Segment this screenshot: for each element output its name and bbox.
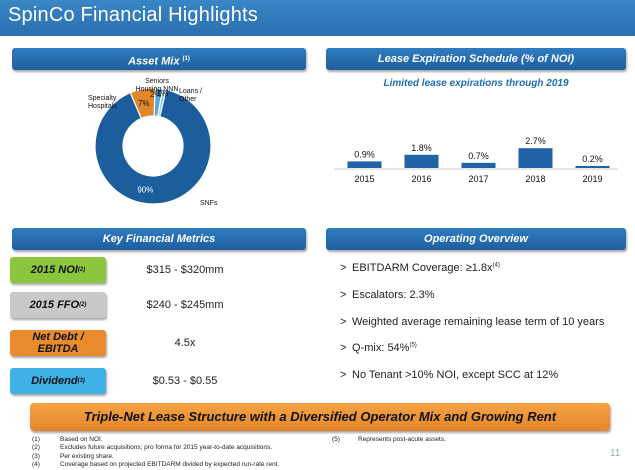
slice-label-seniors: 2% bbox=[150, 90, 162, 99]
lease-subtitle: Limited lease expirations through 2019 bbox=[383, 78, 569, 89]
metric-value-noi: $315 - $320mm bbox=[146, 264, 224, 276]
metric-label-ffo: 2015 FFO (2) bbox=[10, 292, 106, 318]
metric-value-dividend: $0.53 - $0.55 bbox=[152, 375, 218, 387]
metric-label-net-debt: Net Debt / EBITDA bbox=[10, 330, 106, 356]
slice-label-loans: 1% bbox=[157, 89, 169, 98]
x-tick-label: 2019 bbox=[582, 174, 602, 184]
operating-item: > Weighted average remaining lease term o… bbox=[340, 316, 605, 328]
footnote: (5) Represents post-acute assets. bbox=[332, 436, 446, 443]
title-bar: SpinCo Financial Highlights bbox=[0, 0, 635, 36]
metric-value-ffo: $240 - $245mm bbox=[146, 299, 224, 311]
operating-item: > Q-mix: 54%(5) bbox=[340, 342, 417, 354]
slice-loans-other bbox=[157, 88, 167, 118]
x-tick-label: 2016 bbox=[411, 174, 431, 184]
bullet-icon: > bbox=[340, 369, 347, 381]
bullet-icon: > bbox=[340, 316, 347, 328]
metric-label-noi: 2015 NOI (2) bbox=[10, 257, 106, 283]
lease-schedule-header: Lease Expiration Schedule (% of NOI) bbox=[326, 48, 626, 70]
footnotes: (1) Based on NOI. (2) Excludes future acqu… bbox=[32, 436, 279, 469]
metric-row-noi: 2015 NOI (2) $315 - $320mm bbox=[10, 257, 305, 283]
bar-value-label: 2.7% bbox=[525, 136, 546, 146]
asset-mix-header: Asset Mix (1) bbox=[12, 48, 306, 70]
slice-snfs bbox=[94, 88, 212, 205]
label-loans-other: Loans / Other bbox=[179, 88, 202, 103]
footnote: (4) Coverage based on projected EBITDARM … bbox=[32, 460, 280, 468]
banner: Triple-Net Lease Structure with a Divers… bbox=[30, 403, 610, 431]
slice-label-specialty: 7% bbox=[138, 99, 150, 108]
bar-2019 bbox=[575, 166, 610, 168]
bar-value-label: 1.8% bbox=[411, 143, 432, 153]
operating-heading: Operating Overview bbox=[424, 233, 528, 245]
label-snfs: SNFs bbox=[200, 200, 218, 207]
asset-mix-donut-chart: 90% 7%2%1% bbox=[94, 87, 212, 205]
operating-overview-header: Operating Overview bbox=[326, 228, 626, 250]
bar-value-label: 0.7% bbox=[468, 151, 489, 161]
bar-2018 bbox=[518, 148, 553, 168]
bar-value-label: 0.2% bbox=[582, 154, 603, 164]
bullet-icon: > bbox=[340, 289, 347, 301]
footnote: (3) Per existing share. bbox=[32, 452, 114, 460]
lease-expiration-bar-chart: 0.9% 2015 1.8% 2016 0.7% 2017 2.7% 2018 0.2% 2019 bbox=[334, 136, 618, 184]
operating-item: > No Tenant >10% NOI, except SCC at 12% bbox=[340, 369, 559, 381]
asset-mix-heading: Asset Mix bbox=[128, 55, 180, 68]
bullet-icon: > bbox=[340, 342, 347, 354]
bar-2015 bbox=[347, 161, 382, 168]
key-metrics-header: Key Financial Metrics bbox=[12, 228, 306, 250]
label-specialty-hospitals: Specialty Hospitals bbox=[88, 95, 117, 110]
key-metrics-heading: Key Financial Metrics bbox=[102, 233, 216, 245]
page-number: 11 bbox=[610, 448, 621, 459]
footnote: (2) Excludes future acquisitions; pro for… bbox=[32, 444, 273, 452]
bar-value-label: 0.9% bbox=[354, 149, 375, 159]
operating-item: > Escalators: 2.3% bbox=[340, 289, 435, 301]
slice-label-snfs: 90% bbox=[137, 185, 153, 194]
bar-2017 bbox=[461, 162, 496, 168]
x-tick-label: 2018 bbox=[525, 174, 545, 184]
footnote: (1) Based on NOI. bbox=[32, 436, 103, 443]
metric-row-dividend: Dividend (3) $0.53 - $0.55 bbox=[10, 368, 305, 394]
metric-row-net-debt: Net Debt / EBITDA 4.5x bbox=[10, 330, 305, 356]
asset-mix-note: (1) bbox=[182, 56, 190, 62]
operating-item: > EBITDARM Coverage: ≥1.8x(4) bbox=[340, 262, 500, 274]
lease-heading: Lease Expiration Schedule (% of NOI) bbox=[377, 53, 575, 65]
bar-2016 bbox=[404, 154, 439, 168]
label-seniors-housing: Seniors Housing NNN bbox=[135, 78, 179, 93]
bullet-icon: > bbox=[340, 262, 347, 274]
page-title: SpinCo Financial Highlights bbox=[8, 4, 258, 26]
metric-row-ffo: 2015 FFO (2) $240 - $245mm bbox=[10, 292, 305, 318]
x-tick-label: 2017 bbox=[468, 174, 488, 184]
metric-label-dividend: Dividend (3) bbox=[10, 368, 106, 394]
x-tick-label: 2015 bbox=[354, 174, 374, 184]
metric-value-net-debt: 4.5x bbox=[174, 337, 196, 349]
